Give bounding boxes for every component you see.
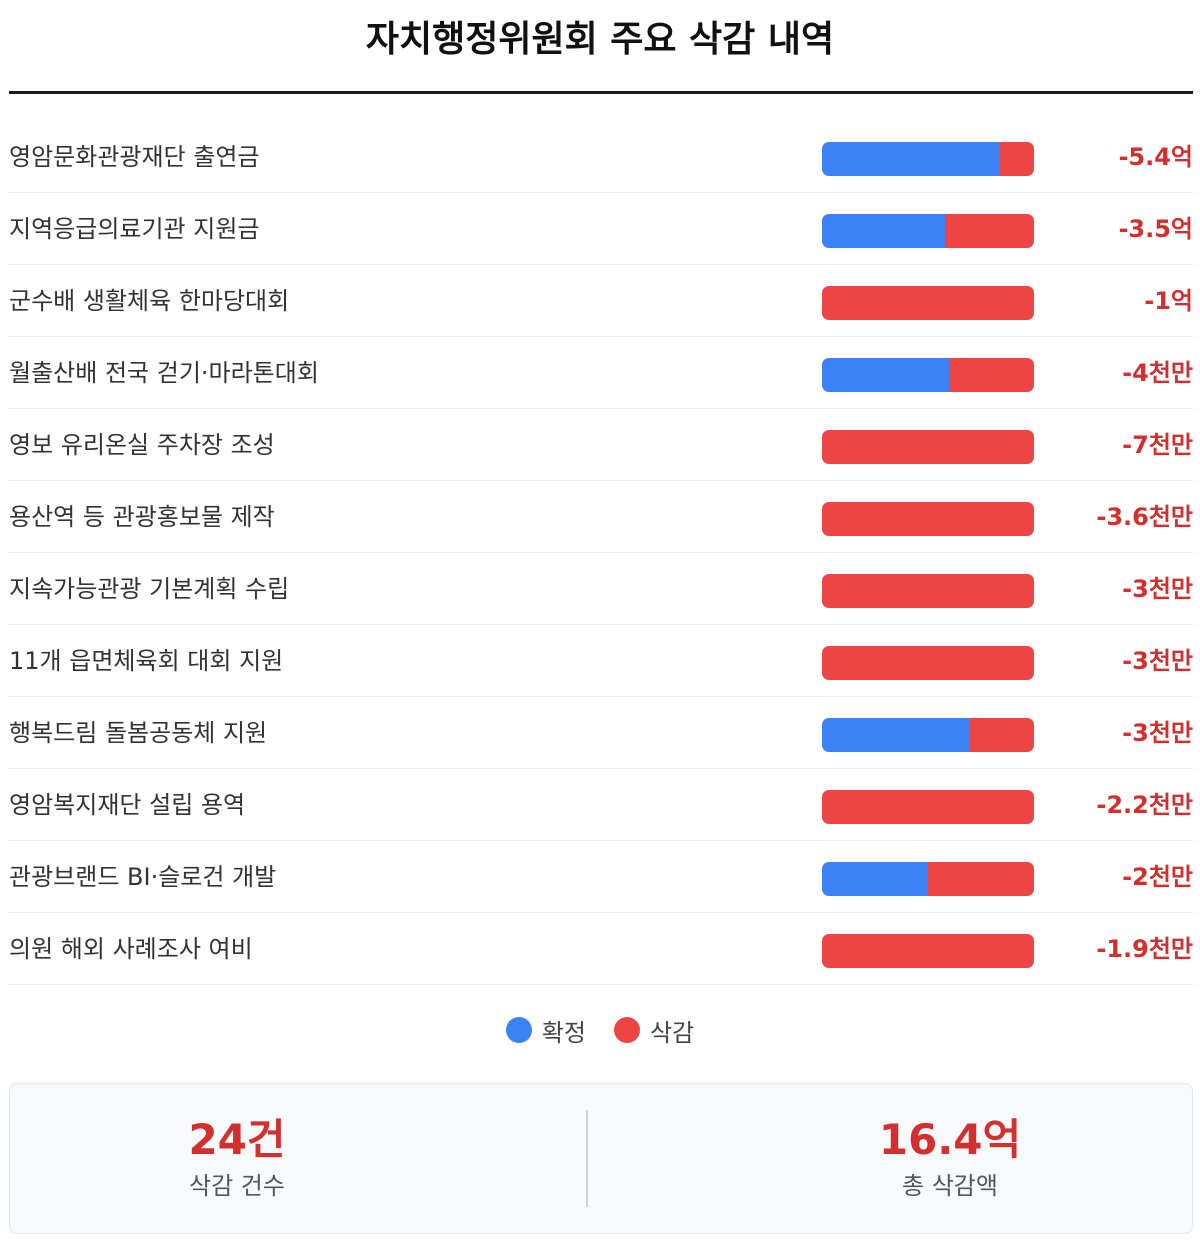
cut-segment <box>944 214 1034 248</box>
item-name: 11개 읍면체육회 대회 지원 <box>9 647 284 675</box>
confirmed-segment <box>822 142 1001 176</box>
title: 자치행정위원회 주요 삭감 내역 <box>365 19 835 60</box>
cut-amount: -3.5억 <box>1118 215 1193 243</box>
cut-amount: -3천만 <box>1122 719 1193 747</box>
cut-segment <box>822 286 1034 320</box>
item-row: 영암문화관광재단 출연금 -5.4억 <box>9 121 1193 193</box>
cut-amount: -3천만 <box>1122 575 1193 603</box>
stacked-bar <box>822 718 1034 752</box>
summary-value: 16.4억 <box>878 1115 1022 1164</box>
cut-segment <box>822 934 1034 968</box>
legend-swatch <box>505 1017 532 1043</box>
item-row: 지역응급의료기관 지원금 -3.5억 <box>9 193 1193 265</box>
legend-label: 확정 <box>541 1018 586 1047</box>
item-name: 지속가능관광 기본계획 수립 <box>9 575 290 603</box>
summary-label: 삭감 건수 <box>189 1172 285 1200</box>
cut-segment <box>822 430 1034 464</box>
cut-amount: -2.2천만 <box>1096 791 1193 819</box>
confirmed-segment <box>822 718 971 752</box>
stacked-bar <box>822 790 1034 824</box>
cut-amount: -7천만 <box>1122 431 1193 459</box>
stacked-bar <box>822 574 1034 608</box>
cut-segment <box>822 646 1034 680</box>
item-row: 군수배 생활체육 한마당대회 -1억 <box>9 265 1193 337</box>
cut-amount: -3.6천만 <box>1096 503 1193 531</box>
cut-segment <box>928 862 1034 896</box>
cut-amount: -5.4억 <box>1118 143 1193 171</box>
item-name: 의원 해외 사례조사 여비 <box>9 935 253 963</box>
legend-entry: 삭감 <box>614 1013 694 1048</box>
legend-label: 삭감 <box>650 1018 695 1047</box>
item-name: 영암복지재단 설립 용역 <box>9 791 246 819</box>
cut-segment <box>949 358 1034 392</box>
item-row: 관광브랜드 BI·슬로건 개발 -2천만 <box>9 841 1193 913</box>
legend-entry: 확정 <box>505 1013 586 1048</box>
item-row: 지속가능관광 기본계획 수립 -3천만 <box>9 553 1193 625</box>
cut-segment <box>822 574 1034 608</box>
cut-segment <box>822 790 1034 824</box>
confirmed-segment <box>822 358 950 392</box>
summary-label: 총 삭감액 <box>902 1172 998 1200</box>
item-name: 지역응급의료기관 지원금 <box>9 215 260 243</box>
confirmed-segment <box>822 862 928 896</box>
cut-amount: -3천만 <box>1122 647 1193 675</box>
stacked-bar <box>822 934 1034 968</box>
item-name: 월출산배 전국 걷기·마라톤대회 <box>9 359 319 387</box>
stacked-bar <box>822 430 1034 464</box>
item-row: 용산역 등 관광홍보물 제작 -3.6천만 <box>9 481 1193 553</box>
cut-segment <box>1000 142 1034 176</box>
title-rule <box>9 91 1193 94</box>
cut-segment <box>822 502 1034 536</box>
item-name: 군수배 생활체육 한마당대회 <box>9 287 290 315</box>
item-row: 영암복지재단 설립 용역 -2.2천만 <box>9 769 1193 841</box>
item-row: 월출산배 전국 걷기·마라톤대회 -4천만 <box>9 337 1193 409</box>
cut-amount: -1억 <box>1144 287 1193 315</box>
stacked-bar <box>822 502 1034 536</box>
summary-divider <box>586 1110 588 1207</box>
cut-amount: -4천만 <box>1122 359 1193 387</box>
stacked-bar <box>822 214 1034 248</box>
confirmed-segment <box>822 214 945 248</box>
stacked-bar <box>822 142 1034 176</box>
item-row: 11개 읍면체육회 대회 지원 -3천만 <box>9 625 1193 697</box>
legend-swatch <box>614 1017 640 1043</box>
item-row: 영보 유리온실 주차장 조성 -7천만 <box>9 409 1193 481</box>
item-name: 용산역 등 관광홍보물 제작 <box>9 503 275 531</box>
stacked-bar <box>822 646 1034 680</box>
cut-amount: -1.9천만 <box>1096 935 1193 963</box>
cut-amount: -2천만 <box>1122 863 1193 891</box>
legend: 확정 삭감 <box>0 1010 1200 1050</box>
item-row: 의원 해외 사례조사 여비 -1.9천만 <box>9 913 1193 985</box>
summary-value: 24건 <box>188 1115 286 1164</box>
item-name: 영암문화관광재단 출연금 <box>9 143 260 171</box>
item-name: 영보 유리온실 주차장 조성 <box>9 431 275 459</box>
stacked-bar <box>822 862 1034 896</box>
item-name: 관광브랜드 BI·슬로건 개발 <box>9 863 277 891</box>
cut-segment <box>970 718 1034 752</box>
item-name: 행복드림 돌봄공동체 지원 <box>9 719 268 747</box>
item-row: 행복드림 돌봄공동체 지원 -3천만 <box>9 697 1193 769</box>
stacked-bar <box>822 358 1034 392</box>
stacked-bar <box>822 286 1034 320</box>
